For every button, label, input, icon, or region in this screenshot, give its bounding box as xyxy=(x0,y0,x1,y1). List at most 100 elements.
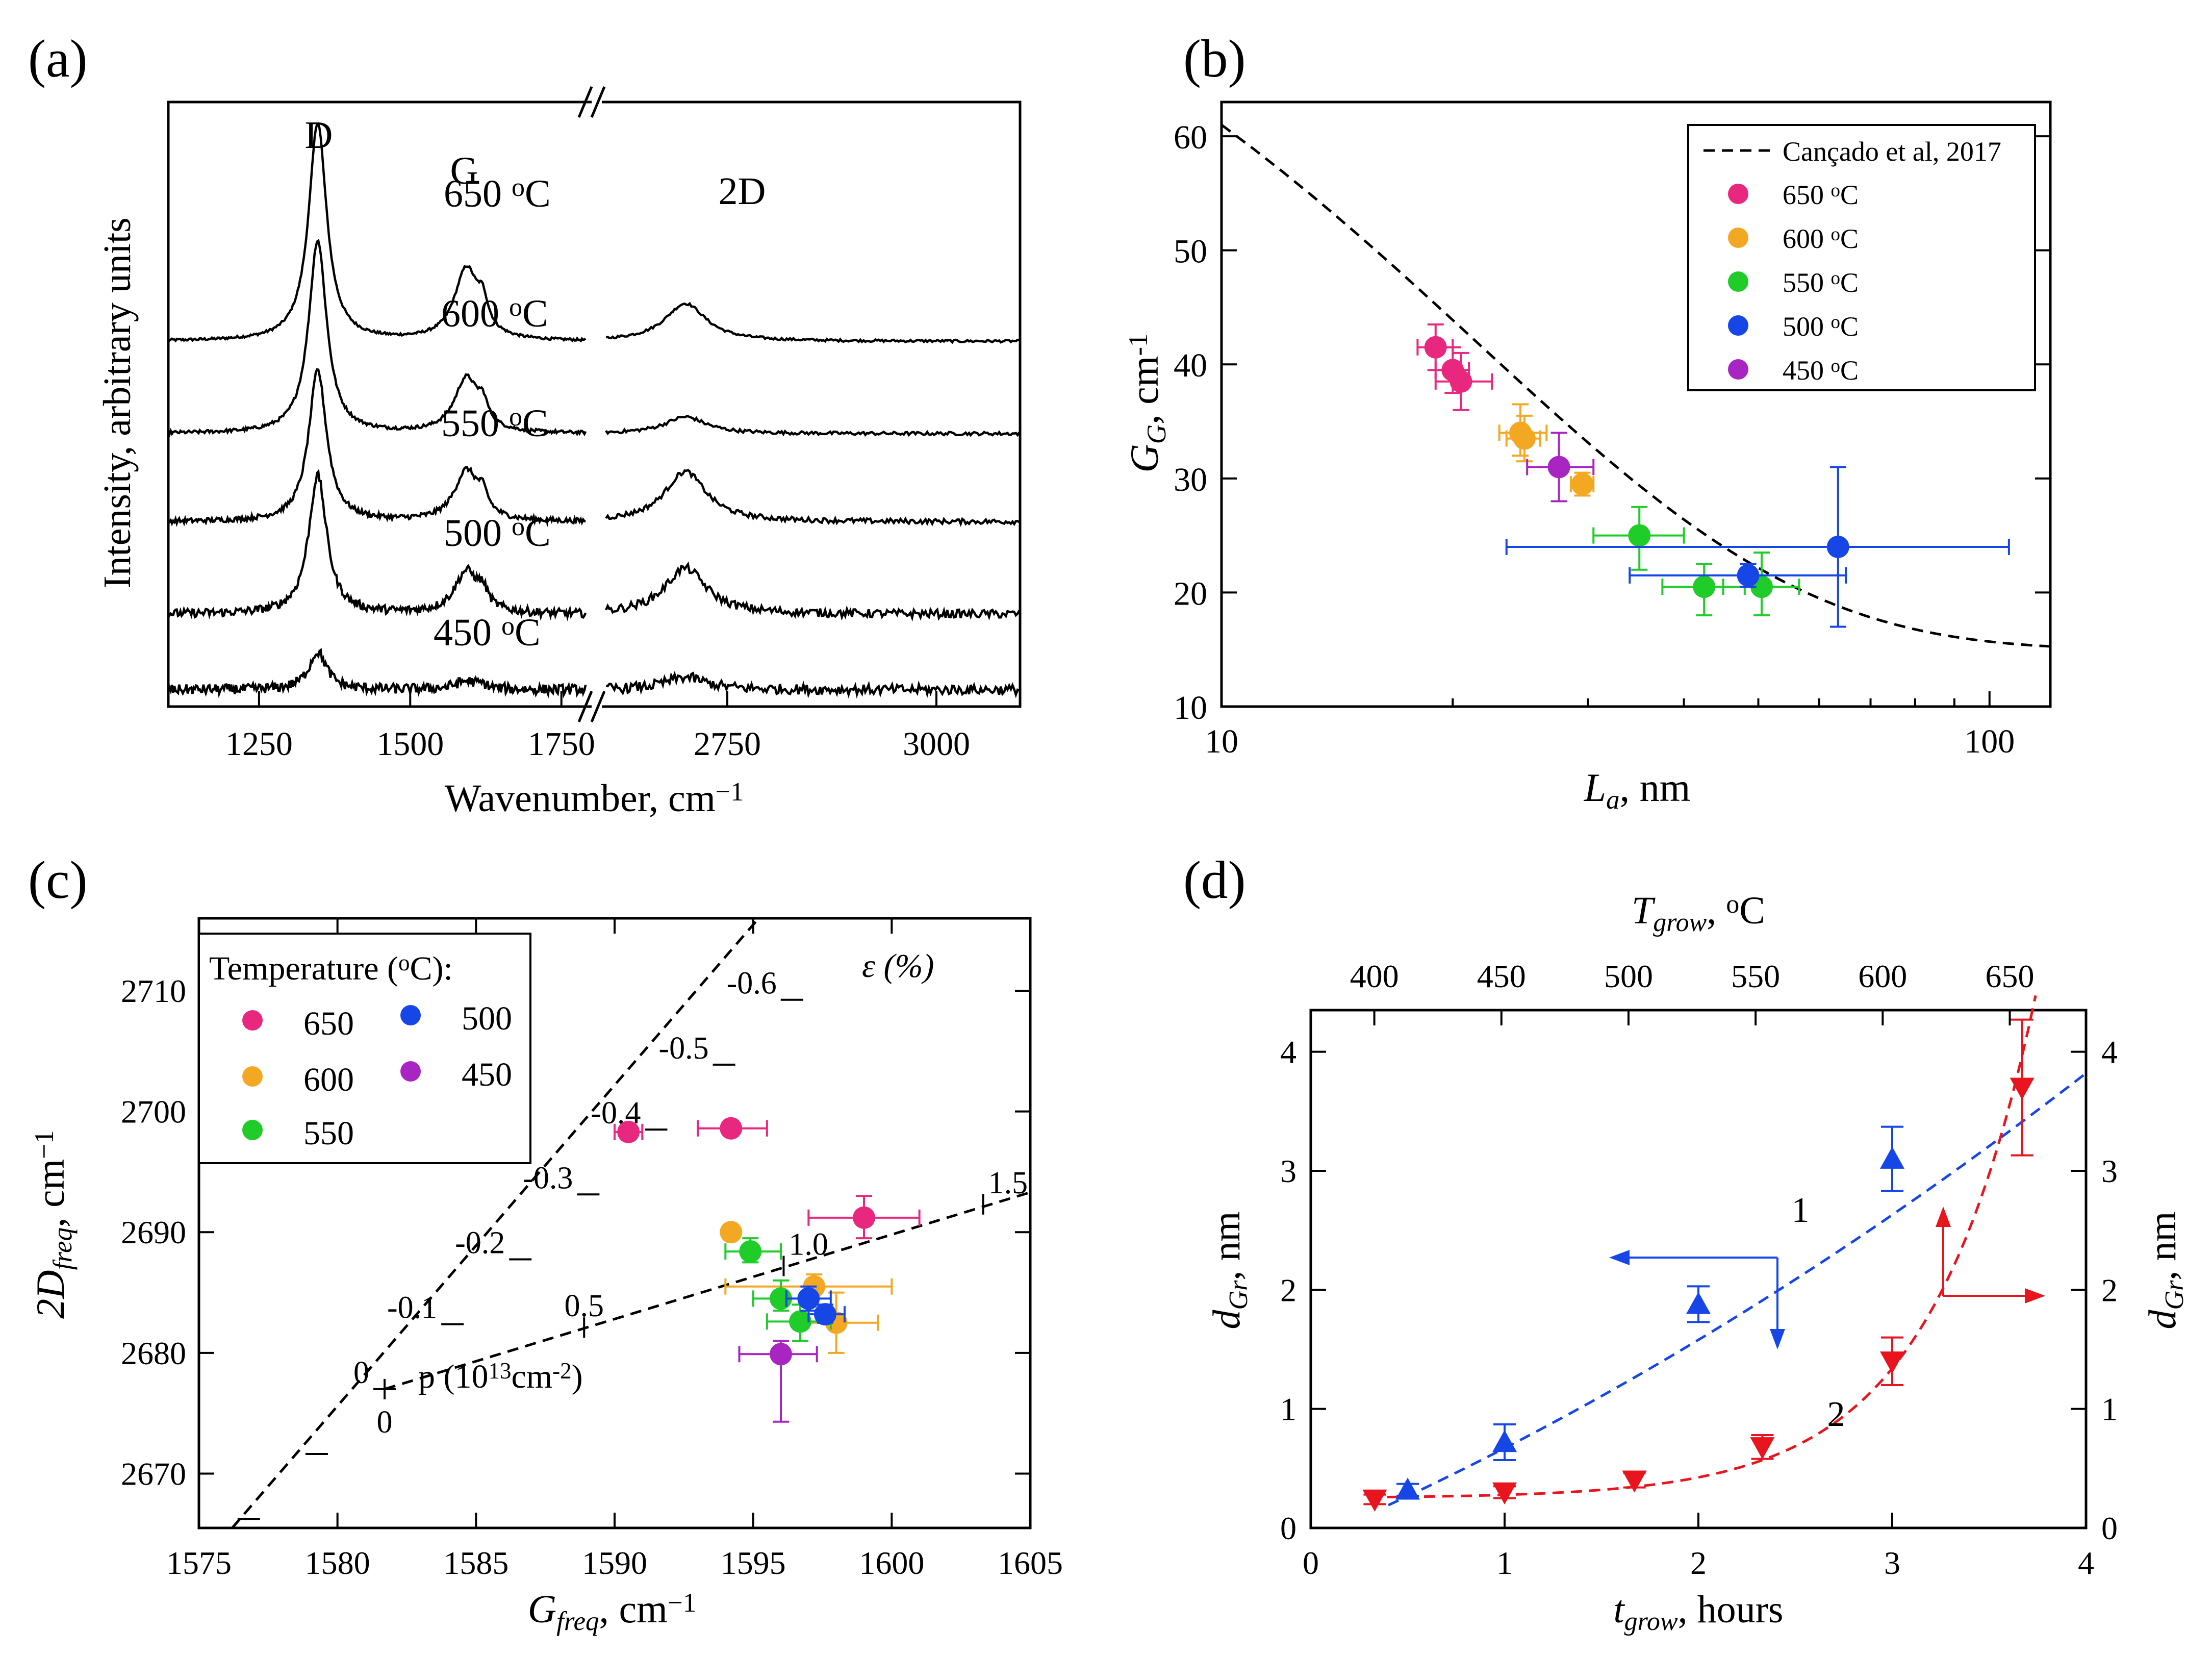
data-point-series-2 xyxy=(2010,1077,2035,1100)
legend-box xyxy=(1687,124,2036,391)
spectrum-low-500 xyxy=(167,468,587,621)
strain-tick-label: -0.2 xyxy=(455,1225,505,1260)
y-tick-label: 2690 xyxy=(121,1214,186,1250)
y-axis-label: GG, cm-1 xyxy=(1122,333,1172,472)
temp-label-500: 500 oC xyxy=(444,512,551,555)
data-point-550 xyxy=(1628,524,1651,547)
axis-break-mark xyxy=(577,691,593,722)
data-point-series-1 xyxy=(1395,1477,1420,1500)
y-tick-label: 1 xyxy=(1280,1391,1296,1427)
y-tick-label: 30 xyxy=(1174,461,1207,498)
y-tick-label: 3 xyxy=(1280,1153,1296,1189)
strain-tick-label: -0.6 xyxy=(727,966,777,1001)
data-point-series-1 xyxy=(1880,1146,1904,1169)
data-point-600 xyxy=(1571,473,1594,496)
panel-b-label: (b) xyxy=(1183,29,1245,88)
y-tick-label: 10 xyxy=(1174,689,1207,726)
y-tick-label: 50 xyxy=(1174,233,1207,270)
x-tick-label: 1500 xyxy=(376,725,444,763)
y-tick-label: 60 xyxy=(1174,119,1207,156)
panel-a-raman-spectra: 1250 1500 1750 2750 3000 Wavenumber, cm−1 Inte… xyxy=(96,86,1022,820)
y-axis-label-right: dGr, nm xyxy=(2141,1212,2189,1329)
data-point-550 xyxy=(739,1240,762,1263)
top-tick-label: 450 xyxy=(1477,958,1526,994)
legend-marker-650 xyxy=(1728,184,1748,204)
legend-label-550: 550 xyxy=(303,1115,354,1152)
legend-marker-600 xyxy=(242,1066,263,1087)
data-point-series-2 xyxy=(1492,1482,1517,1504)
x-tick-label: 0 xyxy=(1303,1545,1319,1581)
peak-label-d: D xyxy=(305,114,333,157)
legend-label-500: 500 oC xyxy=(1783,311,1859,342)
strain-tick-label: -0.1 xyxy=(387,1291,437,1325)
x-tick-label: 3 xyxy=(1884,1545,1900,1581)
x-tick-label: 4 xyxy=(2078,1545,2094,1581)
x-axis-label: La, nm xyxy=(1584,765,1691,815)
legend-label-650: 650 oC xyxy=(1783,180,1859,210)
legend-fit-label: Cançado et al, 2017 xyxy=(1783,136,2001,167)
data-point-450 xyxy=(770,1343,792,1366)
curve-label-2: 2 xyxy=(1827,1395,1845,1434)
x-axis-label: tgrow, hours xyxy=(1613,1588,1783,1636)
x-tick-label: 1600 xyxy=(859,1545,924,1581)
spectrum-high-600 xyxy=(605,415,1021,437)
spectrum-low-650 xyxy=(167,122,587,343)
x-tick-label: 2 xyxy=(1690,1545,1707,1581)
arrowhead-down xyxy=(1770,1329,1785,1349)
y-tick-label-right: 3 xyxy=(2101,1153,2118,1189)
x-axis-label: Gfreq, cm−1 xyxy=(528,1587,696,1636)
y-tick-label: 0 xyxy=(1280,1510,1296,1546)
y-tick-label-right: 4 xyxy=(2101,1034,2118,1070)
legend-box xyxy=(198,933,531,1164)
peak-label-g: G xyxy=(450,149,478,192)
x-tick-label: 100 xyxy=(1964,723,2015,760)
fit-curve-1 xyxy=(1387,1072,2087,1507)
axis-break-mark xyxy=(590,691,606,722)
panel-c-strain-doping: 1575 1580 1585 1590 1595 1600 1605 2670 2680 2690… xyxy=(28,917,1063,1636)
data-point-series-1 xyxy=(1492,1430,1517,1452)
temp-label-650: 650 oC xyxy=(444,172,551,215)
legend-label-600: 600 xyxy=(303,1061,354,1098)
doping-axis-line xyxy=(384,1191,1031,1391)
legend-label-500: 500 xyxy=(462,1000,512,1037)
spectrum-low-600 xyxy=(167,239,587,438)
fit-curve xyxy=(1221,123,2051,648)
arrowhead-up xyxy=(1936,1207,1951,1227)
legend-marker-500 xyxy=(1728,315,1748,336)
y-axis-label: dGr, nm xyxy=(1205,1212,1253,1329)
axis-frame xyxy=(1309,1009,2088,1529)
legend-label-450: 450 xyxy=(462,1056,512,1093)
legend-label-450: 450 oC xyxy=(1783,355,1859,386)
spectrum-high-500 xyxy=(605,561,1021,622)
strain-tick-label: -0.5 xyxy=(658,1031,708,1066)
data-point-series-2 xyxy=(1362,1489,1387,1512)
panel-d-label: (d) xyxy=(1183,850,1245,910)
data-point-500 xyxy=(797,1287,820,1310)
data-point-500 xyxy=(1737,564,1760,587)
spectrum-high-550 xyxy=(605,468,1020,527)
panel-a-label: (a) xyxy=(28,29,88,88)
data-point-450 xyxy=(1547,456,1570,479)
doping-tick-label: 1.0 xyxy=(789,1227,828,1262)
data-point-650 xyxy=(720,1117,743,1140)
legend-marker-550 xyxy=(1728,271,1748,292)
arrowhead-left xyxy=(1609,1250,1630,1265)
y-tick-label: 4 xyxy=(1280,1034,1296,1070)
y-tick-label: 2700 xyxy=(121,1094,186,1130)
legend-label-650: 650 xyxy=(303,1005,354,1042)
spectrum-high-650 xyxy=(606,302,1020,344)
y-tick-label-right: 1 xyxy=(2101,1391,2118,1427)
temp-label-450: 450 oC xyxy=(434,611,541,654)
doping-axis-label: p (1013cm-2) xyxy=(418,1358,583,1395)
strain-axis-label: ε (%) xyxy=(862,947,934,985)
x-tick-label: 1250 xyxy=(225,725,293,763)
legend-marker-650 xyxy=(242,1010,263,1031)
data-point-650 xyxy=(1450,370,1472,393)
arrowhead-right xyxy=(2025,1288,2045,1303)
top-tick-label: 550 xyxy=(1731,958,1780,994)
data-point-550 xyxy=(1693,575,1716,598)
legend-marker-450 xyxy=(400,1061,421,1082)
peak-label-2d: 2D xyxy=(719,170,766,213)
axis-break-mark xyxy=(590,86,606,118)
